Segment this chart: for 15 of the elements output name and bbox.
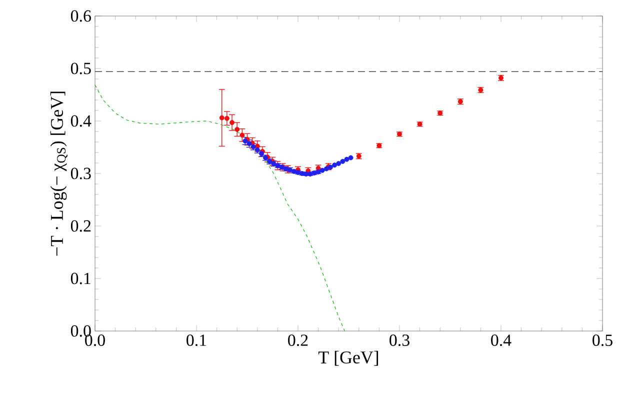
y-tick-label: 0.2 xyxy=(70,220,91,232)
x-tick-label: 0.2 xyxy=(288,334,308,346)
x-tick-label: 0.4 xyxy=(491,334,512,346)
x-axis-title: T [GeV] xyxy=(318,350,378,366)
y-tick-label: 0.0 xyxy=(70,325,91,337)
x-tick-label: 0.3 xyxy=(390,334,410,346)
y-tick-label: 0.4 xyxy=(70,115,92,127)
x-tick-label: 0.0 xyxy=(85,334,105,346)
y-tick-label: 0.1 xyxy=(70,272,90,284)
y-tick-label: 0.3 xyxy=(70,168,91,180)
y-tick-label: 0.6 xyxy=(70,10,91,22)
x-tick-label: 0.1 xyxy=(186,334,206,346)
x-tick-label: 0.5 xyxy=(592,334,612,346)
y-tick-label: 0.5 xyxy=(70,62,91,74)
y-axis-title: −T · Log(− χ$_{QS}$) [GeV] xyxy=(50,92,68,256)
